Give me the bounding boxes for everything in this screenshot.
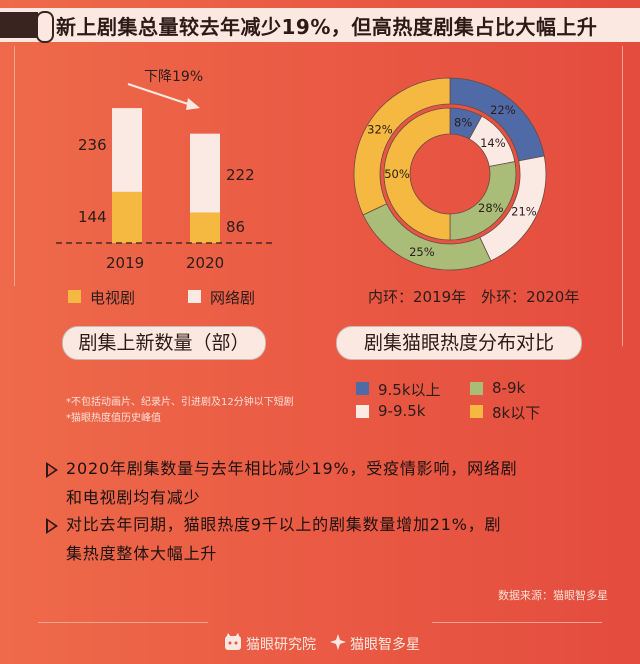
title-bar bbox=[0, 8, 640, 42]
bar-2019-year: 2019 bbox=[106, 254, 145, 272]
bullet-2-line2: 集热度整体大幅上升 bbox=[66, 544, 218, 563]
legend-label-8-9k: 8-9k bbox=[492, 379, 526, 397]
legend-swatch-web bbox=[188, 290, 201, 303]
decline-arrow-head bbox=[186, 98, 200, 110]
bar-2019-tv bbox=[112, 191, 142, 243]
legend-label-95k: 9.5k以上 bbox=[378, 381, 441, 399]
footer-rule-left bbox=[38, 622, 208, 623]
bullet-1-line2: 和电视剧均有减少 bbox=[66, 488, 201, 507]
outer-ring-label-3: 32% bbox=[367, 123, 393, 137]
legend-label-9-95k: 9-9.5k bbox=[378, 402, 426, 420]
legend-swatch-8k bbox=[470, 405, 483, 418]
legend-swatch-tv bbox=[68, 290, 81, 303]
arrow-label: 下降19% bbox=[144, 69, 204, 85]
bar-2020-web-value: 222 bbox=[226, 166, 255, 184]
star-logo-icon bbox=[330, 634, 346, 650]
outer-ring-label-0: 22% bbox=[490, 103, 516, 117]
donut-chart-caption: 剧集猫眼热度分布对比 bbox=[336, 326, 582, 360]
outer-ring-label-2: 25% bbox=[409, 245, 435, 259]
inner-ring-segment-3 bbox=[383, 107, 451, 241]
right-rule bbox=[622, 46, 623, 346]
bullet-2-icon bbox=[46, 518, 58, 534]
outer-ring-segment-3 bbox=[353, 77, 451, 216]
left-rule bbox=[14, 46, 15, 286]
bullet-1-line1: 2020年剧集数量与去年相比减少19%，受疫情影响，网络剧 bbox=[66, 459, 518, 478]
bar-2020-web bbox=[190, 133, 220, 213]
inner-ring-label-0: 8% bbox=[454, 116, 472, 130]
legend-label-8k: 8k以下 bbox=[492, 404, 541, 422]
title-marker bbox=[0, 12, 38, 38]
footer-rule-right bbox=[432, 622, 602, 623]
footer-brand-1: 猫眼研究院 bbox=[246, 637, 316, 653]
bar-2020-tv-value: 86 bbox=[226, 218, 246, 236]
bullet-1-icon bbox=[46, 462, 58, 478]
source-text: 数据来源：猫眼智多星 bbox=[498, 589, 608, 602]
inner-ring-label-1: 14% bbox=[480, 136, 506, 150]
bar-2019-web bbox=[112, 108, 142, 192]
legend-swatch-9-95k bbox=[356, 405, 369, 418]
bar-2020-year: 2020 bbox=[186, 254, 225, 272]
legend-label-web: 网络剧 bbox=[210, 289, 256, 307]
outer-ring-label-1: 21% bbox=[511, 205, 537, 219]
inner-ring-label-2: 28% bbox=[478, 201, 504, 215]
decline-arrow-line bbox=[127, 83, 195, 107]
inner-ring-label-3: 50% bbox=[384, 167, 410, 181]
ring-note: 内环：2019年 外环：2020年 bbox=[368, 288, 580, 306]
note-2: *猫眼热度值历史峰值 bbox=[66, 413, 161, 424]
bar-chart bbox=[56, 83, 276, 244]
legend-label-tv: 电视剧 bbox=[90, 289, 136, 307]
bullet-2-line1: 对比去年同期，猫眼热度9千以上的剧集数量增加21%，剧 bbox=[66, 515, 502, 534]
bar-2020-tv bbox=[190, 212, 220, 243]
bar-2019-tv-value: 144 bbox=[78, 208, 107, 226]
page-title: 新上剧集总量较去年减少19%，但高热度剧集占比大幅上升 bbox=[56, 15, 598, 39]
legend-swatch-8-9k bbox=[470, 382, 483, 395]
donut-chart: 22% 21% 25% 32% 8% 14% 28% 50% bbox=[353, 77, 547, 271]
bar-chart-caption: 剧集上新数量（部） bbox=[62, 326, 266, 360]
bar-2019-web-value: 236 bbox=[78, 136, 107, 154]
footer-brand-2: 猫眼智多星 bbox=[350, 637, 420, 653]
legend-swatch-95k bbox=[356, 382, 369, 395]
cat-logo-icon bbox=[225, 633, 241, 650]
note-1: *不包括动画片、纪录片、引进剧及12分钟以下短剧 bbox=[66, 397, 294, 408]
title-pill-icon bbox=[36, 11, 54, 43]
